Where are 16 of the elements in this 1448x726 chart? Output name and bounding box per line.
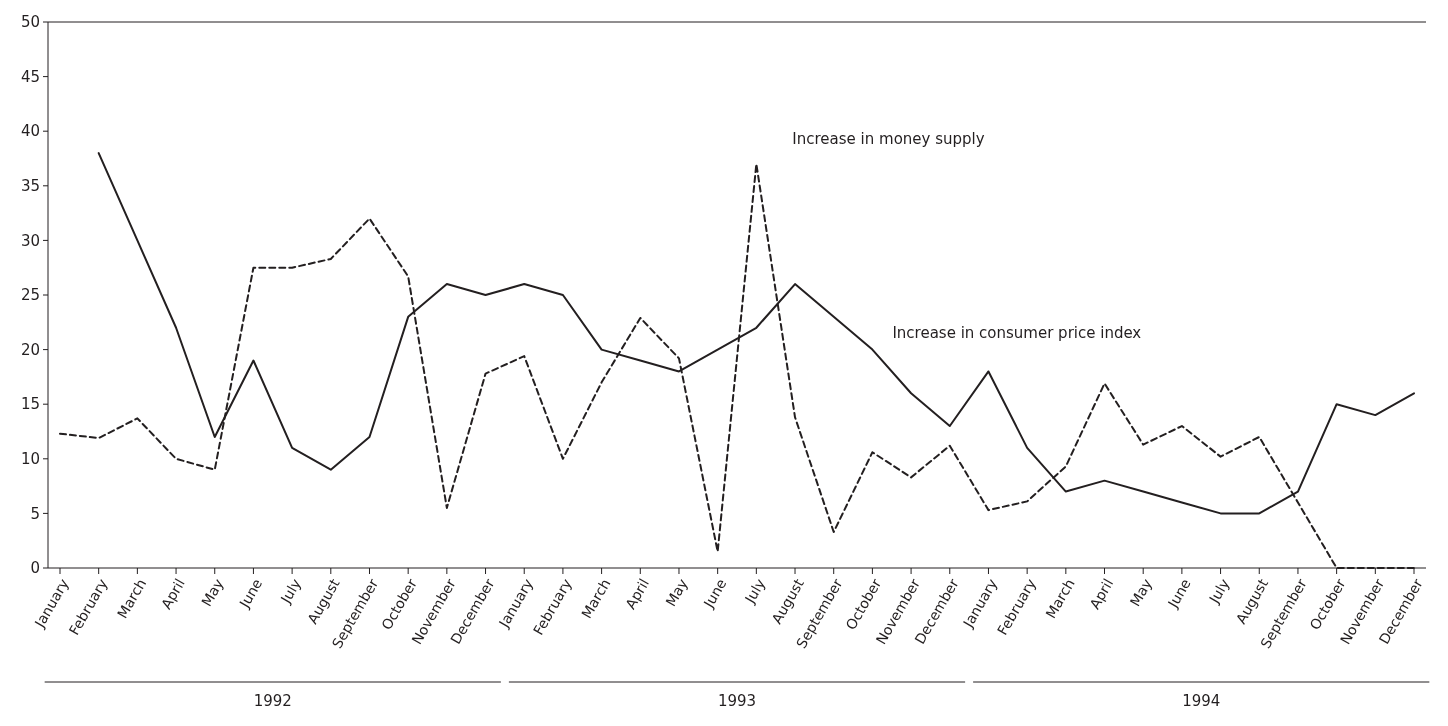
series-label: Increase in consumer price index: [892, 323, 1142, 342]
text: Increase in money supply: [792, 129, 985, 148]
text: 1993: [717, 692, 757, 710]
y-tick-label: 10: [20, 450, 40, 469]
text: 1994: [1182, 692, 1221, 710]
y-tick-label: 45: [20, 67, 40, 86]
y-tick-label: 40: [20, 122, 40, 141]
y-tick-label: 15: [20, 395, 40, 414]
y-tick-label: 5: [30, 504, 40, 523]
y-tick-label: 30: [20, 231, 40, 250]
y-tick-label: 50: [20, 13, 40, 32]
y-tick-label: 35: [20, 177, 40, 196]
y-tick-label: 20: [20, 340, 40, 359]
y-tick-label: 25: [20, 286, 40, 305]
text: 1992: [253, 692, 292, 710]
y-tick-label: 0: [30, 559, 40, 578]
